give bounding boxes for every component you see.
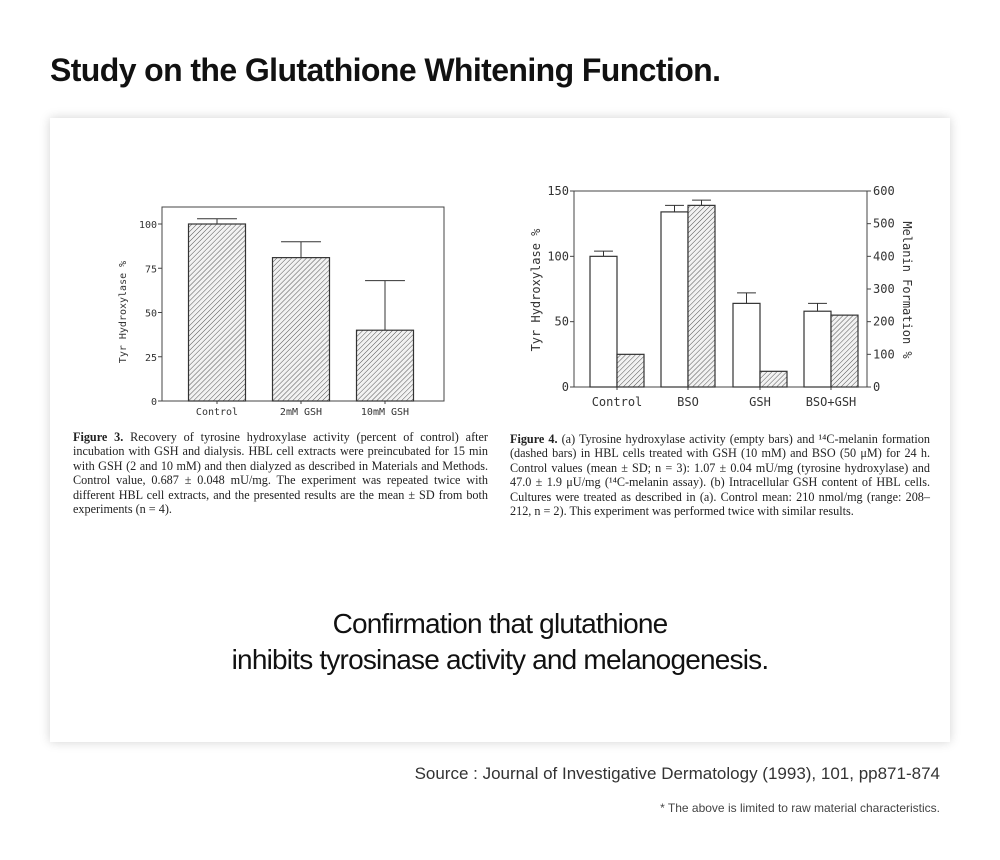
y-right-tick-label: 400: [873, 249, 895, 263]
bar-left: [732, 302, 761, 388]
x-tick-label: Control: [592, 395, 643, 409]
bar-right: [687, 204, 716, 388]
x-tick-label: BSO+GSH: [806, 395, 857, 409]
y-axis-label: Tyr Hydroxylase %: [529, 228, 543, 352]
bar-left: [589, 255, 618, 388]
bar-left: [660, 211, 689, 388]
y-tick-label: 75: [145, 264, 157, 275]
bar-left: [187, 223, 247, 402]
y-right-tick-label: 300: [873, 282, 895, 296]
y-right-tick-label: 600: [873, 184, 895, 198]
bar-right: [830, 314, 859, 388]
bar-left: [803, 310, 832, 388]
caption-label: Figure 4.: [510, 432, 558, 446]
footnote: * The above is limited to raw material c…: [660, 801, 940, 815]
y-right-tick-label: 500: [873, 217, 895, 231]
source-citation: Source : Journal of Investigative Dermat…: [414, 764, 940, 783]
caption-text: Recovery of tyrosine hydroxylase activit…: [73, 430, 488, 517]
bar-right: [616, 353, 645, 388]
figure-3-caption: Figure 3. Recovery of tyrosine hydroxyla…: [73, 430, 488, 516]
x-tick-label: 10mM GSH: [361, 407, 409, 418]
y-tick-label: 25: [145, 353, 157, 364]
x-tick-label: BSO: [677, 395, 699, 409]
x-tick-label: 2mM GSH: [280, 407, 322, 418]
figure-4-caption: Figure 4. (a) Tyrosine hydroxylase activ…: [510, 432, 930, 518]
bar-right: [759, 370, 788, 388]
bar-left: [355, 329, 415, 402]
y-tick-label: 0: [151, 397, 157, 408]
y-tick-label: 150: [547, 184, 569, 198]
bar-left: [271, 257, 331, 402]
figure-card: [50, 118, 950, 742]
y-tick-label: 100: [547, 249, 569, 263]
y-tick-label: 50: [555, 315, 569, 329]
caption-label: Figure 3.: [73, 430, 124, 444]
page-title: Study on the Glutathione Whitening Funct…: [50, 52, 721, 88]
x-tick-label: GSH: [749, 395, 771, 409]
caption-text: (a) Tyrosine hydroxylase activity (empty…: [510, 432, 930, 519]
y-tick-label: 0: [562, 380, 569, 394]
conclusion-line-1: Confirmation that glutathione: [332, 608, 669, 639]
y-right-tick-label: 200: [873, 315, 895, 329]
y-right-tick-label: 100: [873, 347, 895, 361]
y-axis-label: Tyr Hydroxylase %: [118, 261, 129, 363]
y-tick-label: 100: [139, 220, 157, 231]
y-axis-right-label: Melanin Formation %: [900, 221, 914, 359]
conclusion-line-2: inhibits tyrosinase activity and melanog…: [231, 644, 770, 675]
x-tick-label: Control: [196, 407, 238, 418]
y-tick-label: 50: [145, 309, 157, 320]
y-right-tick-label: 0: [873, 380, 880, 394]
